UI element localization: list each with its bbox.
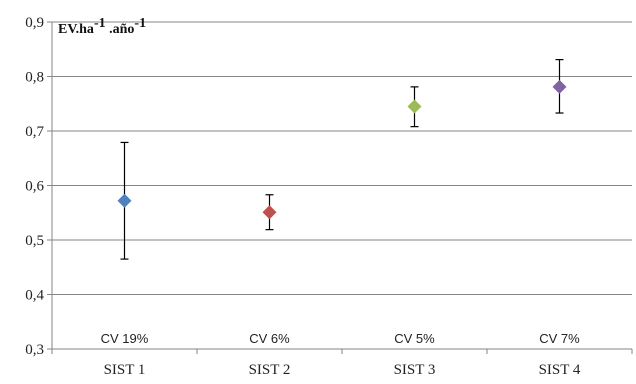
axis-layer [51, 22, 633, 354]
data-point-sist-1 [117, 193, 132, 208]
y-tick-label: 0,4 [25, 288, 44, 304]
x-tick-label: SIST 4 [539, 362, 581, 378]
y-tick-label: 0,5 [25, 233, 44, 249]
y-tick-label: 0,6 [25, 179, 44, 195]
x-tick-label: SIST 3 [394, 362, 436, 378]
data-points [117, 79, 567, 220]
y-axis-label-part: .año [106, 22, 135, 37]
x-tick-labels: SIST 1 SIST 2 SIST 3 SIST 4 [104, 362, 581, 378]
data-point-sist-2 [262, 205, 277, 220]
data-point-sist-3 [407, 99, 422, 114]
y-tick-label: 0,9 [25, 15, 44, 31]
cv-annotation: CV 7% [539, 331, 580, 346]
cv-annotations: CV 19% CV 6% CV 5% CV 7% [101, 331, 581, 346]
grid-layer [47, 21, 632, 350]
y-axis-label-part: EV.ha [58, 22, 94, 37]
x-tick-label: SIST 2 [249, 362, 291, 378]
y-tick-label: 0,8 [25, 70, 44, 86]
error-bars [120, 59, 564, 260]
y-tick-labels: 0,3 0,4 0,5 0,6 0,7 0,8 0,9 [25, 15, 44, 358]
cv-annotation: CV 5% [394, 331, 435, 346]
y-axis-label-superscript: -1 [94, 16, 106, 31]
y-tick-label: 0,3 [25, 342, 44, 358]
cv-annotation: CV 19% [101, 331, 149, 346]
y-axis-label: EV.ha-1 .año-1 [58, 16, 146, 37]
y-tick-label: 0,7 [25, 124, 44, 140]
cv-annotation: CV 6% [249, 331, 290, 346]
data-point-sist-4 [552, 79, 567, 94]
y-axis-label-superscript: -1 [134, 16, 146, 31]
x-tick-label: SIST 1 [104, 362, 146, 378]
